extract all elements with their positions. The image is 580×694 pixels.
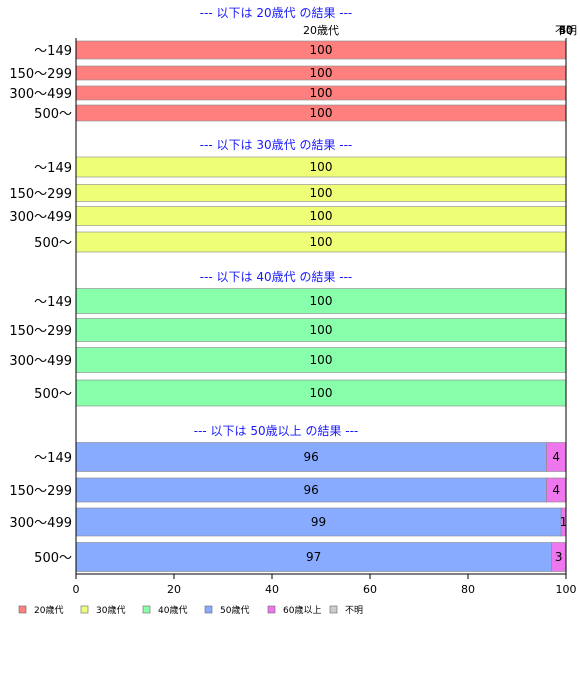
- group-title: --- 以下は 20歳代 の結果 ---: [200, 6, 353, 20]
- bar-value-label: 100: [310, 323, 333, 337]
- legend-label: 30歳代: [96, 604, 125, 616]
- bar-segment: [75, 542, 552, 572]
- bar-value-label: 100: [310, 160, 333, 174]
- category-label: 150〜299: [9, 484, 72, 499]
- category-label: 500〜: [34, 387, 72, 402]
- bar-segment: [75, 477, 547, 503]
- column-header-label: 不明: [555, 24, 577, 37]
- bar-value-label: 100: [310, 86, 333, 100]
- category-label: 〜149: [34, 295, 72, 310]
- legend-label: 50歳代: [220, 604, 249, 616]
- category-label: 〜149: [34, 451, 72, 466]
- category-label: 150〜299: [9, 324, 72, 339]
- x-tick-label: 80: [461, 583, 475, 596]
- column-header-label: 30: [559, 24, 573, 37]
- bar-value-label: 4: [552, 450, 560, 464]
- category-label: 〜149: [34, 44, 72, 59]
- category-label: 〜149: [34, 161, 72, 176]
- legend-label: 不明: [345, 605, 363, 616]
- legend-swatch: [80, 605, 89, 614]
- legend-swatch: [267, 605, 276, 614]
- legend-swatch: [142, 605, 151, 614]
- bar-segment: [75, 347, 567, 373]
- bar-value-label: 100: [310, 235, 333, 249]
- category-label: 150〜299: [9, 187, 72, 202]
- legend-swatch: [204, 605, 213, 614]
- column-header-label: 40: [559, 24, 573, 37]
- legend-swatch: [329, 605, 338, 614]
- group-title: --- 以下は 40歳代 の結果 ---: [200, 270, 353, 284]
- column-header-label: 20歳代: [303, 24, 339, 37]
- category-label: 150〜299: [9, 67, 72, 82]
- group-title: --- 以下は 50歳以上 の結果 ---: [194, 424, 359, 438]
- category-label: 500〜: [34, 236, 72, 251]
- legend-label: 60歳以上: [283, 604, 321, 616]
- legend-label: 20歳代: [34, 604, 63, 616]
- bar-value-label: 100: [310, 386, 333, 400]
- category-label: 500〜: [34, 551, 72, 566]
- x-tick-label: 0: [73, 583, 80, 596]
- category-label: 500〜: [34, 107, 72, 122]
- category-label: 300〜499: [9, 354, 72, 369]
- x-tick-label: 60: [363, 583, 377, 596]
- bar-value-label: 100: [310, 186, 333, 200]
- bar-segment: [75, 288, 567, 314]
- column-header-label: 50: [559, 24, 573, 37]
- bar-value-label: 1: [560, 515, 568, 529]
- bar-value-label: 100: [310, 294, 333, 308]
- bar-value-label: 100: [310, 66, 333, 80]
- bar-value-label: 96: [304, 450, 319, 464]
- bar-value-label: 96: [304, 483, 319, 497]
- bar-value-label: 100: [310, 353, 333, 367]
- legend-label: 40歳代: [158, 604, 187, 616]
- x-tick-label: 20: [167, 583, 181, 596]
- bar-value-label: 4: [552, 483, 560, 497]
- bar-value-label: 97: [306, 550, 321, 564]
- group-title: --- 以下は 30歳代 の結果 ---: [200, 138, 353, 152]
- column-header-label: 60: [559, 24, 573, 37]
- category-label: 300〜499: [9, 516, 72, 531]
- category-label: 300〜499: [9, 87, 72, 102]
- x-tick-label: 40: [265, 583, 279, 596]
- x-tick-label: 100: [556, 583, 577, 596]
- bar-segment: [75, 507, 562, 537]
- bar-segment: [75, 442, 547, 472]
- bar-value-label: 100: [310, 43, 333, 57]
- bar-value-label: 100: [310, 209, 333, 223]
- bar-value-label: 3: [555, 550, 563, 564]
- bar-value-label: 100: [310, 106, 333, 120]
- legend-swatch: [18, 605, 27, 614]
- bar-value-label: 99: [311, 515, 326, 529]
- category-label: 300〜499: [9, 210, 72, 225]
